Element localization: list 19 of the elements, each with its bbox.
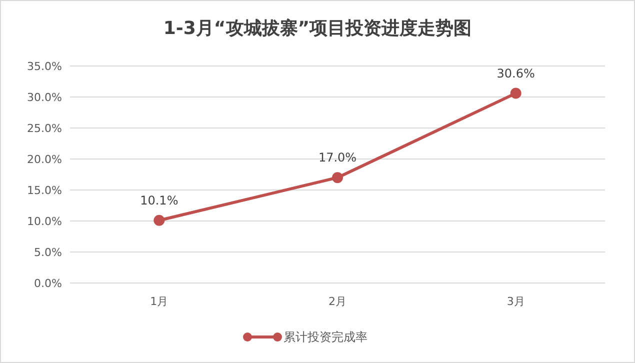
- y-tick-label: 35.0%: [27, 60, 62, 73]
- data-label: 10.1%: [140, 193, 178, 208]
- y-tick-label: 25.0%: [27, 122, 62, 135]
- x-tick-label: 1月: [150, 295, 168, 308]
- legend-label: 累计投资完成率: [284, 330, 368, 344]
- data-label: 30.6%: [496, 66, 535, 80]
- y-tick-label: 15.0%: [27, 184, 62, 197]
- y-tick-label: 30.0%: [27, 91, 62, 104]
- y-tick-label: 10.0%: [27, 215, 62, 228]
- data-label: 17.0%: [318, 150, 357, 165]
- x-tick-label: 3月: [506, 295, 525, 308]
- point: [154, 214, 165, 226]
- point: [510, 88, 522, 99]
- y-tick-label: 0.0%: [34, 277, 62, 290]
- y-tick-label: 5.0%: [34, 246, 62, 259]
- chart-title: 1-3月“攻城拔寨”项目投资进度走势图: [163, 18, 472, 39]
- point: [332, 172, 343, 184]
- x-tick-label: 2月: [328, 295, 346, 308]
- y-tick-label: 20.0%: [27, 153, 62, 166]
